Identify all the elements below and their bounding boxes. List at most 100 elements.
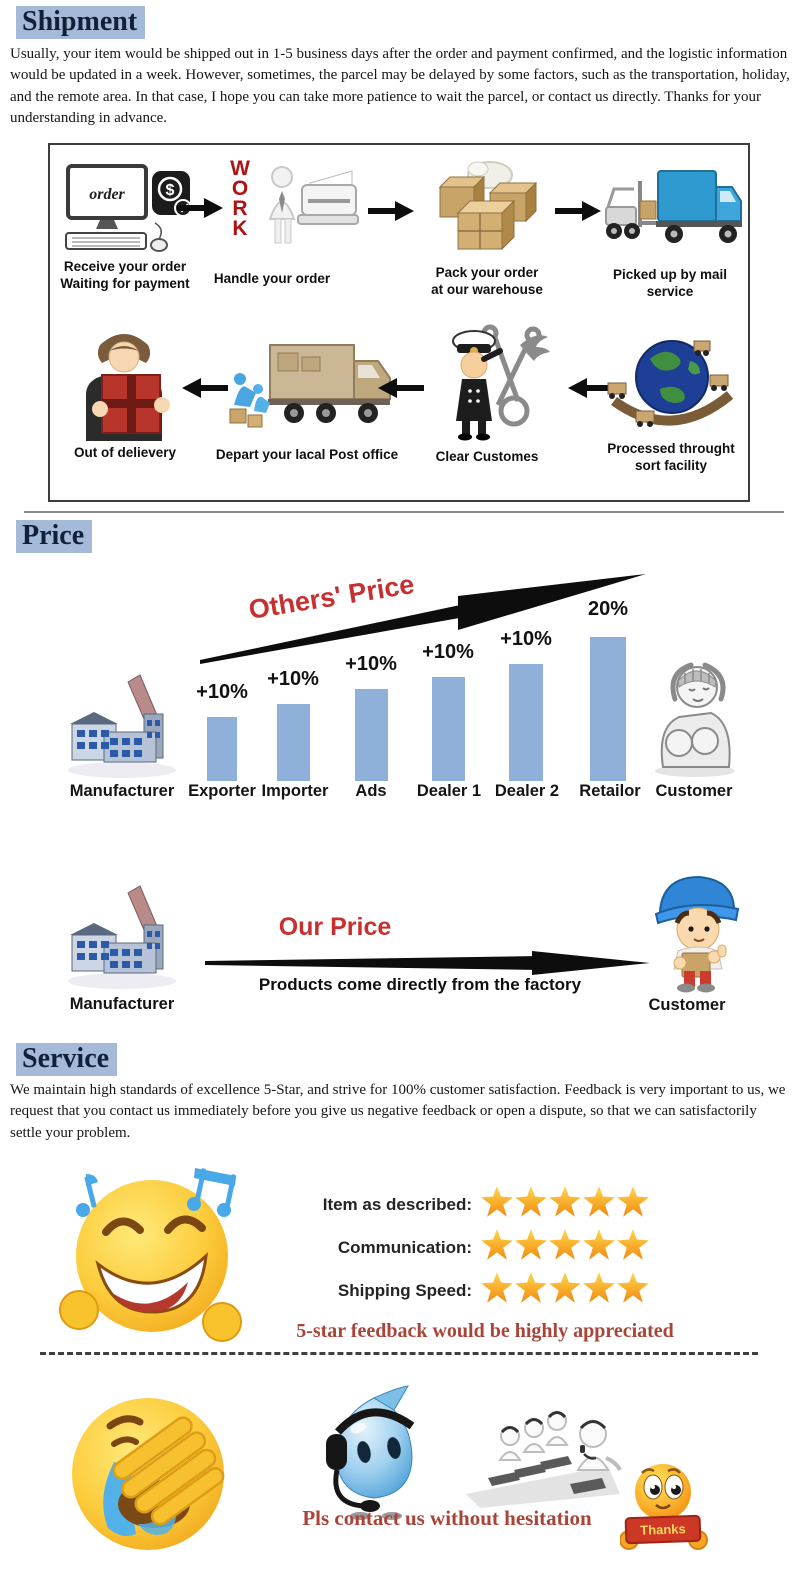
step-label-sort-facility: Processed throught sort facility <box>607 441 735 473</box>
rating-label: Shipping Speed: <box>337 1281 472 1300</box>
star-icon <box>549 1229 581 1260</box>
factory-icon <box>68 674 176 778</box>
star-icon <box>481 1186 513 1217</box>
arrow-left-icon <box>378 378 424 398</box>
bar-dealer1 <box>432 677 465 781</box>
star-icon <box>617 1272 649 1303</box>
others-price-chart: Others' Price +10% +10% +10% +10% +10% 2… <box>0 560 800 815</box>
thanks-emoji-icon: Thanks <box>620 1464 708 1550</box>
price-heading-text: Price <box>16 520 93 554</box>
rating-row-communication: Communication: <box>288 1229 650 1267</box>
laughing-emoji-icon <box>59 1168 242 1342</box>
bar-value-label: +10% <box>345 653 397 675</box>
price-section-heading: Price <box>16 520 93 554</box>
step-label-receive-order: Receive your order Waiting for payment <box>60 259 190 291</box>
star-icon <box>481 1229 513 1260</box>
category-label: Exporter <box>188 782 256 800</box>
order-screen-text: order <box>89 186 125 203</box>
arrow-right-icon <box>177 198 223 218</box>
star-icon <box>515 1229 547 1260</box>
category-label: Retailor <box>579 782 641 800</box>
headset-mascot-icon <box>326 1385 415 1520</box>
arrow-right-icon <box>368 201 414 221</box>
star-icon <box>515 1272 547 1303</box>
star-rating <box>480 1229 650 1267</box>
contact-note: Pls contact us without hesitation <box>302 1506 592 1530</box>
dashed-divider <box>40 1352 758 1355</box>
bar-value-label: +10% <box>500 628 552 650</box>
our-price-diagram: Our Price Products come directly from th… <box>0 855 800 1025</box>
worried-customer-icon <box>655 662 735 777</box>
category-label: Ads <box>355 782 387 800</box>
star-icon <box>583 1272 615 1303</box>
feedback-note: 5-star feedback would be highly apprecia… <box>296 1320 674 1342</box>
bar-value-label: +10% <box>422 641 474 663</box>
step-label-mail-pickup: Picked up by mail service <box>612 267 728 299</box>
bar-value-label: +10% <box>267 668 319 690</box>
globe-trucks-icon <box>602 327 742 439</box>
shipping-flow-diagram: order $ Receive your order Waiting for p… <box>48 143 750 502</box>
step-label-out-of-delivery: Out of delievery <box>73 445 177 460</box>
bar-value-label: 20% <box>587 598 629 620</box>
thanks-banner-text: Thanks <box>640 1521 686 1538</box>
crying-laughing-emoji-icon <box>72 1398 225 1550</box>
service-heading-text: Service <box>16 1043 118 1077</box>
bar-dealer2 <box>509 664 543 781</box>
service-section-heading: Service <box>16 1043 118 1077</box>
arrow-right-icon <box>555 201 601 221</box>
step-label-clear-customs: Clear Customes <box>435 449 539 464</box>
star-icon <box>617 1229 649 1260</box>
customs-officer-icon <box>432 321 554 441</box>
service-paragraph: We maintain high standards of excellence… <box>10 1082 786 1141</box>
star-rating <box>480 1186 650 1224</box>
star-icon <box>515 1186 547 1217</box>
category-label: Dealer 1 <box>416 782 482 800</box>
endpoint-label-manufacturer: Manufacturer <box>69 782 175 800</box>
rating-label: Communication: <box>337 1238 472 1257</box>
shipment-section-heading: Shipment <box>16 6 146 40</box>
mail-pickup-icon <box>594 161 744 253</box>
rising-arrow-icon <box>200 574 646 664</box>
category-label: Dealer 2 <box>494 782 560 800</box>
star-icon <box>583 1186 615 1217</box>
our-price-caption: Products come directly from the factory <box>258 975 582 994</box>
shipment-heading-text: Shipment <box>16 6 146 40</box>
star-icon <box>481 1272 513 1303</box>
rating-row-shipping-speed: Shipping Speed: <box>288 1272 650 1310</box>
handle-order-icon: WORK <box>228 157 360 255</box>
call-center-team-icon <box>466 1411 622 1508</box>
bar-ads <box>355 689 388 781</box>
star-icon <box>583 1229 615 1260</box>
rating-row-item-as-described: Item as described: <box>288 1186 650 1224</box>
factory-icon <box>68 885 176 989</box>
endpoint-label-customer: Customer <box>655 782 733 800</box>
star-icon <box>617 1186 649 1217</box>
rating-label: Item as described: <box>322 1195 472 1214</box>
bar-exporter <box>207 717 237 781</box>
shipment-paragraph: Usually, your item would be shipped out … <box>10 46 790 126</box>
endpoint-label-customer: Customer <box>648 996 726 1014</box>
flat-arrow-icon <box>205 951 650 975</box>
endpoint-label-manufacturer: Manufacturer <box>69 995 175 1013</box>
delivery-person-icon <box>72 323 182 441</box>
our-price-title: Our Price <box>278 913 392 941</box>
arrow-left-icon <box>182 378 228 398</box>
arrow-left-icon <box>568 378 614 398</box>
customer-boy-icon <box>654 875 740 993</box>
bar-value-label: +10% <box>196 681 248 703</box>
post-truck-icon <box>222 333 394 435</box>
step-label-handle-order: Handle your order <box>213 271 331 286</box>
work-letters: WORK <box>230 157 250 240</box>
star-rating <box>480 1272 650 1310</box>
category-label: Importer <box>261 782 329 800</box>
star-icon <box>549 1186 581 1217</box>
dollar-icon: $ <box>166 182 175 199</box>
step-label-depart-post-office: Depart your lacal Post office <box>215 447 399 462</box>
section-divider <box>24 511 784 513</box>
bar-importer <box>277 704 310 781</box>
star-icon <box>549 1272 581 1303</box>
pack-order-icon <box>428 155 548 255</box>
bar-retailor <box>590 637 626 781</box>
step-label-pack-order: Pack your order at our warehouse <box>431 265 543 297</box>
